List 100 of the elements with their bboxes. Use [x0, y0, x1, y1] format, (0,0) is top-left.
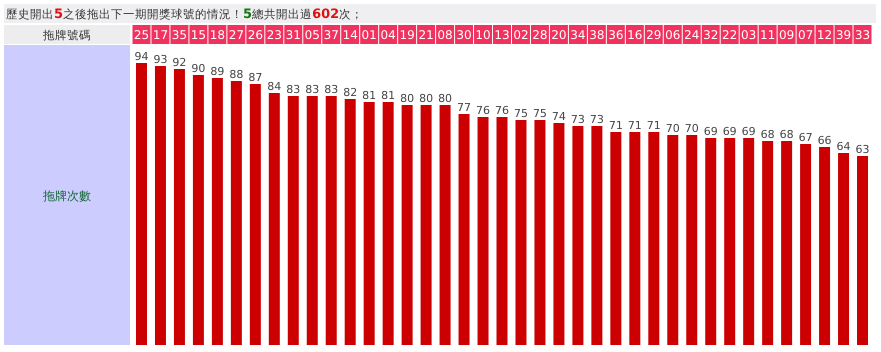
- x-tick-label: 15: [190, 28, 206, 42]
- bar: [629, 132, 640, 345]
- bar: [496, 117, 508, 345]
- data-label: 80: [419, 92, 434, 105]
- bar: [648, 132, 660, 345]
- x-tick-label: 38: [589, 28, 605, 42]
- data-label: 82: [343, 86, 358, 99]
- data-label: 92: [172, 56, 186, 69]
- bar: [591, 126, 602, 345]
- x-axis-title: 拖牌號碼: [42, 28, 91, 42]
- x-tick-label: 27: [228, 28, 244, 42]
- data-label: 74: [552, 110, 566, 123]
- bar: [800, 144, 812, 345]
- x-tick-label: 30: [456, 28, 472, 42]
- bar: [326, 96, 337, 345]
- bar: [478, 117, 489, 345]
- data-label: 89: [210, 65, 224, 78]
- data-label: 69: [722, 125, 737, 138]
- data-label: 68: [760, 128, 775, 141]
- data-label: 93: [153, 53, 168, 66]
- bar: [154, 66, 166, 345]
- data-label: 83: [324, 83, 338, 96]
- bar: [705, 138, 716, 345]
- x-tick-label: 34: [570, 28, 586, 42]
- x-tick-label: 21: [418, 28, 434, 42]
- data-label: 90: [191, 62, 206, 75]
- data-label: 63: [856, 143, 870, 156]
- bar: [136, 63, 147, 345]
- data-label: 84: [267, 80, 282, 93]
- bar: [230, 81, 242, 345]
- x-tick-label: 32: [703, 28, 718, 42]
- x-tick-label: 35: [172, 28, 188, 42]
- x-tick-label: 24: [684, 28, 700, 42]
- bar: [212, 78, 223, 345]
- bar: [534, 120, 546, 345]
- x-tick-label: 02: [513, 28, 529, 42]
- x-tick-label: 09: [778, 28, 794, 42]
- x-tick-label: 19: [399, 28, 415, 42]
- x-tick-label: 37: [324, 28, 339, 42]
- data-label: 81: [381, 89, 396, 102]
- bar: [724, 138, 736, 345]
- bar: [743, 138, 754, 345]
- bar: [420, 105, 432, 345]
- x-tick-label: 28: [532, 28, 548, 42]
- data-label: 87: [248, 71, 262, 84]
- bar: [553, 123, 564, 345]
- data-label: 64: [836, 140, 851, 153]
- data-label: 73: [590, 113, 604, 126]
- data-label: 68: [780, 128, 794, 141]
- data-label: 76: [495, 104, 509, 117]
- x-tick-label: 06: [665, 28, 680, 42]
- x-tick-label: 01: [362, 28, 377, 42]
- x-tick-label: 20: [551, 28, 567, 42]
- x-tick-label: 11: [760, 28, 776, 42]
- x-tick-label: 23: [266, 28, 282, 42]
- bar: [344, 99, 356, 345]
- x-tick-label: 03: [741, 28, 756, 42]
- x-tick-label: 18: [210, 28, 226, 42]
- x-tick-label: 33: [854, 28, 870, 42]
- data-label: 75: [532, 107, 547, 120]
- x-tick-label: 22: [722, 28, 738, 42]
- data-label: 73: [570, 113, 585, 126]
- x-tick-label: 13: [494, 28, 510, 42]
- x-tick-label: 25: [134, 28, 150, 42]
- data-label: 75: [514, 107, 528, 120]
- bar: [572, 126, 584, 345]
- y-axis-title: 拖牌次數: [42, 189, 91, 203]
- bar: [458, 114, 470, 345]
- bar: [364, 102, 375, 345]
- x-tick-label: 07: [798, 28, 814, 42]
- data-label: 88: [229, 68, 244, 81]
- x-tick-label: 10: [475, 28, 491, 42]
- data-label: 71: [628, 119, 642, 132]
- bar: [667, 135, 678, 345]
- bar: [402, 105, 413, 345]
- bar: [192, 75, 204, 345]
- bar: [819, 147, 830, 345]
- bar: [857, 156, 868, 345]
- bar: [288, 96, 299, 345]
- x-tick-label: 12: [816, 28, 832, 42]
- bar: [174, 69, 185, 345]
- data-label: 94: [134, 50, 148, 63]
- bar: [686, 135, 698, 345]
- x-tick-label: 16: [627, 28, 642, 42]
- bar: [762, 141, 774, 345]
- data-label: 80: [400, 92, 414, 105]
- bar: [838, 153, 850, 345]
- bar: [515, 120, 526, 345]
- x-tick-label: 26: [248, 28, 263, 42]
- data-label: 69: [704, 125, 718, 138]
- x-tick-label: 39: [836, 28, 852, 42]
- data-label: 77: [457, 101, 472, 114]
- bar: [440, 105, 451, 345]
- x-tick-label: 04: [380, 28, 396, 42]
- bar: [610, 132, 622, 345]
- data-label: 83: [286, 83, 300, 96]
- x-tick-label: 29: [646, 28, 662, 42]
- data-label: 70: [666, 122, 680, 135]
- data-label: 76: [476, 104, 490, 117]
- bar: [250, 84, 261, 345]
